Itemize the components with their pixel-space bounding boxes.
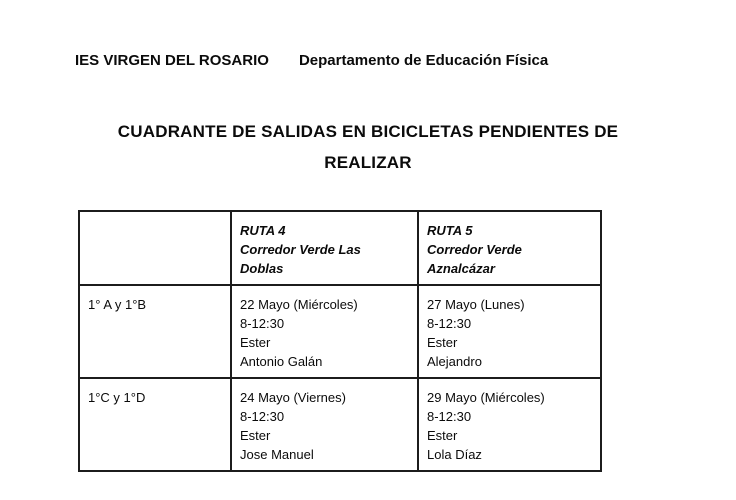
cell-line-person2: Jose Manuel (240, 447, 314, 462)
cell-line-person2: Alejandro (427, 354, 482, 369)
cell-line-person2: Antonio Galán (240, 354, 323, 369)
ruta5-title: RUTA 5 (427, 223, 473, 238)
ruta5-cell: 27 Mayo (Lunes) 8-12:30 Ester Alejandro (417, 284, 602, 379)
ruta5-subtitle-line1: Corredor Verde (427, 242, 522, 257)
cell-line-time: 8-12:30 (240, 409, 285, 424)
ruta5-subtitle-line2: Aznalcázar (427, 261, 495, 276)
cell-line-time: 8-12:30 (427, 409, 472, 424)
group-cell: 1° A y 1°B (78, 284, 232, 379)
cell-line-date: 22 Mayo (Miércoles) (240, 297, 358, 312)
department-name: Departamento de Educación Física (298, 52, 549, 69)
schedule-table: RUTA 4 Corredor Verde Las Doblas RUTA 5 … (78, 210, 602, 472)
cell-line-time: 8-12:30 (427, 316, 472, 331)
header-ruta4-cell: RUTA 4 Corredor Verde Las Doblas (230, 210, 419, 286)
document-header: IES VIRGEN DEL ROSARIO Departamento de E… (75, 52, 548, 69)
cell-line-person1: Ester (240, 428, 271, 443)
header-ruta5-cell: RUTA 5 Corredor Verde Aznalcázar (417, 210, 602, 286)
cell-line-person2: Lola Díaz (427, 447, 482, 462)
table-header-row: RUTA 4 Corredor Verde Las Doblas RUTA 5 … (78, 210, 602, 286)
cell-line-date: 24 Mayo (Viernes) (240, 390, 346, 405)
group-cell: 1°C y 1°D (78, 377, 232, 472)
ruta4-subtitle-line2: Doblas (240, 261, 284, 276)
ruta4-cell: 24 Mayo (Viernes) 8-12:30 Ester Jose Man… (230, 377, 419, 472)
header-group-cell (78, 210, 232, 286)
document-title-line1: CUADRANTE DE SALIDAS EN BICICLETAS PENDI… (117, 122, 619, 141)
ruta4-title: RUTA 4 (240, 223, 286, 238)
table-row: 1° A y 1°B 22 Mayo (Miércoles) 8-12:30 E… (78, 284, 602, 379)
cell-line-person1: Ester (427, 335, 458, 350)
ruta4-cell: 22 Mayo (Miércoles) 8-12:30 Ester Antoni… (230, 284, 419, 379)
cell-line-person1: Ester (240, 335, 271, 350)
document-title-line2: REALIZAR (324, 153, 412, 172)
cell-line-time: 8-12:30 (240, 316, 285, 331)
ruta5-cell: 29 Mayo (Miércoles) 8-12:30 Ester Lola D… (417, 377, 602, 472)
ruta4-subtitle-line1: Corredor Verde Las (240, 242, 361, 257)
document-title: CUADRANTE DE SALIDAS EN BICICLETAS PENDI… (0, 116, 736, 178)
cell-line-person1: Ester (427, 428, 458, 443)
school-name: IES VIRGEN DEL ROSARIO (75, 52, 269, 69)
cell-line-date: 29 Mayo (Miércoles) (427, 390, 545, 405)
cell-line-date: 27 Mayo (Lunes) (427, 297, 525, 312)
table-row: 1°C y 1°D 24 Mayo (Viernes) 8-12:30 Este… (78, 377, 602, 472)
